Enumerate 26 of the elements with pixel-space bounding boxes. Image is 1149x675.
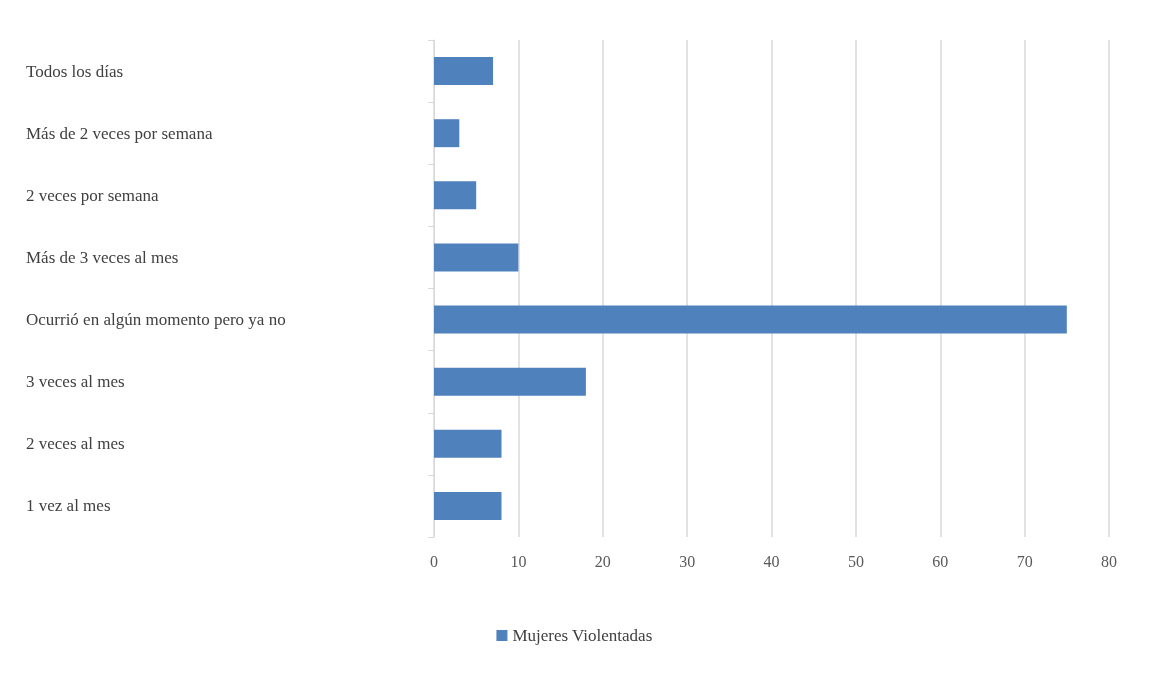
x-tick-label: 60 [932, 552, 949, 570]
x-tick-label: 30 [679, 552, 696, 570]
y-tick-label: 3 veces al mes [26, 372, 125, 392]
bar [434, 305, 1067, 334]
x-tick-label: 80 [1101, 552, 1117, 570]
y-tick-label: 1 vez al mes [26, 496, 111, 516]
y-tick-label: Ocurrió en algún momento pero ya no [26, 310, 286, 330]
y-tick-label: Más de 2 veces por semana [26, 123, 213, 143]
x-tick-label: 40 [763, 552, 780, 570]
legend-label: Mujeres Violentadas [512, 626, 653, 645]
bar [434, 429, 502, 458]
y-tick-label: 2 veces al mes [26, 434, 125, 454]
x-tick-label: 20 [594, 552, 611, 570]
bar [434, 243, 519, 272]
y-tick-label: 2 veces por semana [26, 185, 160, 205]
bar [434, 491, 502, 520]
bar [434, 367, 586, 396]
bar [434, 181, 477, 210]
y-tick-label: Más de 3 veces al mes [26, 247, 179, 267]
y-tick-label: Todos los días [26, 61, 124, 81]
x-tick-label: 50 [847, 552, 864, 570]
x-tick-label: 70 [1016, 552, 1033, 570]
x-tick-label: 0 [430, 552, 438, 570]
bar [434, 119, 460, 148]
x-tick-label: 10 [510, 552, 527, 570]
bar [434, 57, 494, 86]
